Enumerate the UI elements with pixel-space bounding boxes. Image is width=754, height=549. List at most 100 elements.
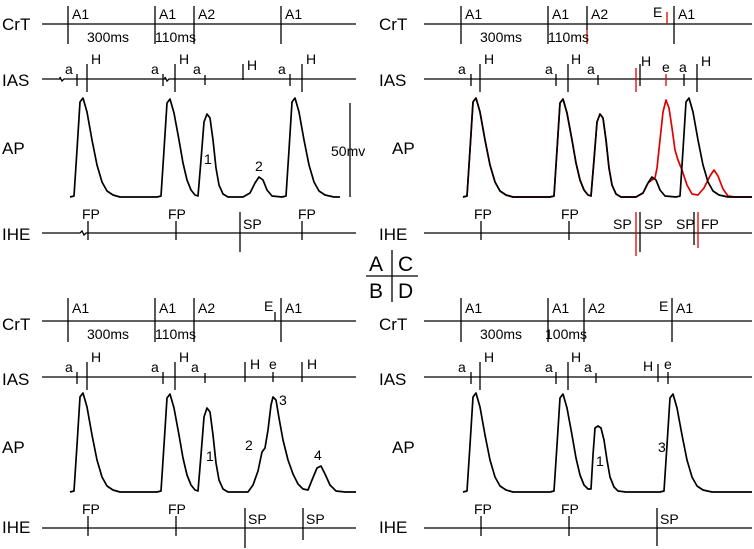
ias-trace: a H a H a H a H <box>42 51 356 92</box>
crt-mark: A2 <box>198 6 215 22</box>
crt-mark: E <box>264 298 273 314</box>
ias-mark: H <box>571 51 581 67</box>
key-letter-b: B <box>369 280 383 303</box>
crt-mark: A1 <box>159 300 176 316</box>
panel-d: A1 A1 A2 E A1 300ms 100ms a H a H a H e <box>424 298 752 546</box>
ias-mark: a <box>65 61 73 77</box>
ias-mark: H <box>91 51 101 67</box>
ias-mark: H <box>641 53 651 69</box>
ias-mark: H <box>179 51 189 67</box>
crt-mark: A2 <box>198 300 215 316</box>
crt-mark: A1 <box>465 6 482 22</box>
quadrant-key: A C B D <box>366 250 418 303</box>
crt-mark: A2 <box>591 6 608 22</box>
row-label-ias: IAS <box>2 370 29 389</box>
ihe-mark: FP <box>82 501 100 517</box>
ihe-trace: FP FP SP SP SP FP <box>424 206 752 256</box>
crt-interval: 300ms <box>87 29 129 45</box>
ihe-mark: FP <box>168 206 186 222</box>
ihe-mark: FP <box>298 206 316 222</box>
ias-mark: a <box>584 359 592 375</box>
ias-trace: a H a H a H e H <box>42 349 356 390</box>
crt-mark: A1 <box>678 6 695 22</box>
scale-bar-label: 50mv <box>331 143 365 159</box>
row-label-ap: AP <box>392 438 415 457</box>
crt-trace: A1 A1 A2 E A1 300ms 110ms <box>42 298 356 342</box>
key-letter-a: A <box>369 253 383 276</box>
ias-mark: H <box>701 53 711 69</box>
panel-a: A1 A1 A2 A1 300ms 110ms a H a H a H a H <box>42 6 365 252</box>
ias-mark: a <box>458 359 466 375</box>
ap-label: 3 <box>658 439 666 455</box>
row-label-ap: AP <box>2 438 25 457</box>
ias-mark: a <box>193 61 201 77</box>
row-labels-left: CrT IAS AP IHE CrT IAS AP IHE <box>2 15 30 537</box>
crt-interval: 110ms <box>155 29 196 45</box>
crt-mark: A2 <box>588 300 605 316</box>
ihe-mark: SP <box>613 216 632 232</box>
row-label-ias: IAS <box>2 71 29 90</box>
row-label-crt: CrT <box>379 15 407 34</box>
ap-trace: 1 2 3 4 <box>69 392 356 493</box>
ihe-mark: FP <box>82 206 100 222</box>
ihe-trace: FP FP SP <box>424 501 752 546</box>
crt-trace: A1 A1 A2 A1 300ms 110ms <box>42 6 356 45</box>
ap-label: 1 <box>596 453 604 469</box>
row-label-crt: CrT <box>2 315 30 334</box>
ias-mark: H <box>91 349 101 365</box>
ias-mark: a <box>679 59 687 75</box>
ias-trace: a H a H a H e <box>424 349 752 390</box>
crt-interval: 300ms <box>480 29 522 45</box>
ihe-trace: FP FP SP FP <box>42 206 356 252</box>
row-label-ihe: IHE <box>2 225 30 244</box>
panel-c: A1 A1 A2 E A1 300ms 110ms a H a H a H <box>424 4 752 256</box>
ihe-mark: FP <box>561 501 579 517</box>
crt-mark: A1 <box>285 300 302 316</box>
ias-mark: H <box>643 358 653 374</box>
crt-mark: A1 <box>159 6 176 22</box>
panel-b: A1 A1 A2 E A1 300ms 110ms a H a H a H e … <box>42 298 356 548</box>
crt-mark: A1 <box>552 300 569 316</box>
ias-mark: H <box>484 51 494 67</box>
ias-mark: a <box>545 359 553 375</box>
ias-mark: a <box>458 61 466 77</box>
ap-label: 3 <box>279 392 287 408</box>
row-label-ap: AP <box>2 139 25 158</box>
crt-mark: E <box>653 4 662 20</box>
ap-label: 2 <box>245 437 253 453</box>
key-letter-c: C <box>398 253 413 276</box>
ias-mark: H <box>307 356 317 372</box>
crt-interval: 110ms <box>548 29 589 45</box>
ias-trace: a H a H a H e a H <box>424 51 752 92</box>
ias-mark: H <box>306 51 316 67</box>
ias-mark: H <box>250 356 260 372</box>
ias-mark: a <box>151 61 159 77</box>
crt-mark: A1 <box>72 300 89 316</box>
ihe-mark: FP <box>701 216 719 232</box>
crt-mark: A1 <box>72 6 89 22</box>
ihe-mark: FP <box>168 501 186 517</box>
ias-mark: H <box>484 349 494 365</box>
crt-interval: 100ms <box>545 326 587 342</box>
row-label-ias: IAS <box>379 370 406 389</box>
ap-label: 1 <box>206 448 214 464</box>
ias-mark: H <box>179 349 189 365</box>
row-labels-right: CrT IAS AP IHE CrT IAS AP IHE <box>379 15 415 537</box>
row-label-ap: AP <box>392 139 415 158</box>
row-label-crt: CrT <box>2 15 30 34</box>
ihe-mark: SP <box>243 216 262 232</box>
row-label-crt: CrT <box>379 315 407 334</box>
crt-interval: 110ms <box>155 326 196 342</box>
ias-mark: H <box>247 57 257 73</box>
crt-mark: A1 <box>676 300 693 316</box>
ias-mark: e <box>664 356 672 372</box>
ias-mark: H <box>571 349 581 365</box>
ihe-mark: SP <box>676 216 695 232</box>
row-label-ihe: IHE <box>379 518 407 537</box>
ap-label: 2 <box>255 158 263 174</box>
ap-trace: 50mv 1 2 <box>69 97 365 198</box>
ihe-mark: SP <box>660 511 679 527</box>
ias-mark: e <box>662 59 670 75</box>
ap-label: 1 <box>204 151 212 167</box>
